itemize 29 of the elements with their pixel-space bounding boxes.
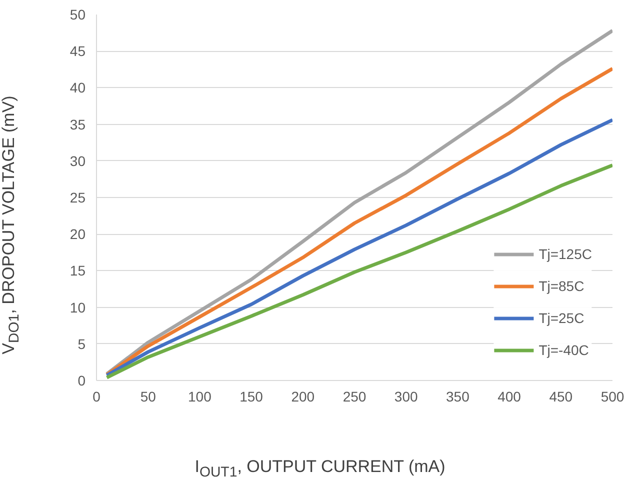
y-tick-label: 35: [70, 116, 86, 132]
x-tick-label: 400: [498, 388, 522, 404]
legend-label: Tj=125C: [538, 246, 592, 262]
y-tick-label: 25: [70, 190, 86, 206]
y-tick-label: 10: [70, 299, 86, 316]
x-tick-label: 0: [92, 388, 101, 404]
x-tick-label: 100: [188, 388, 212, 404]
y-tick-label: 0: [78, 372, 86, 388]
x-tick-label: 300: [394, 388, 418, 404]
legend-label: Tj=85C: [538, 278, 584, 294]
legend-label: Tj=-40C: [538, 342, 589, 358]
line-series: [105, 118, 612, 378]
y-tick-label: 30: [70, 152, 86, 169]
x-tick-label: 500: [600, 388, 624, 404]
y-tick-label: 5: [78, 336, 86, 352]
line-series: [105, 164, 612, 380]
x-tick-label: 50: [140, 388, 156, 404]
x-tick-label: 450: [549, 388, 573, 404]
y-tick-label: 40: [70, 80, 86, 96]
x-axis-title: I$_{OUT1}$, OUTPUT CURRENT (mA): [194, 456, 446, 478]
y-tick-label: 45: [70, 43, 86, 60]
x-tick-label: 250: [342, 388, 366, 404]
x-tick-label: 200: [291, 388, 315, 404]
legend-label: Tj=25C: [538, 310, 584, 326]
y-tick-label: 50: [70, 6, 86, 22]
x-tick-label: 350: [446, 388, 470, 404]
y-tick-label: 20: [70, 226, 86, 242]
y-tick-label: 15: [70, 262, 86, 279]
x-tick-label: 150: [240, 388, 264, 404]
